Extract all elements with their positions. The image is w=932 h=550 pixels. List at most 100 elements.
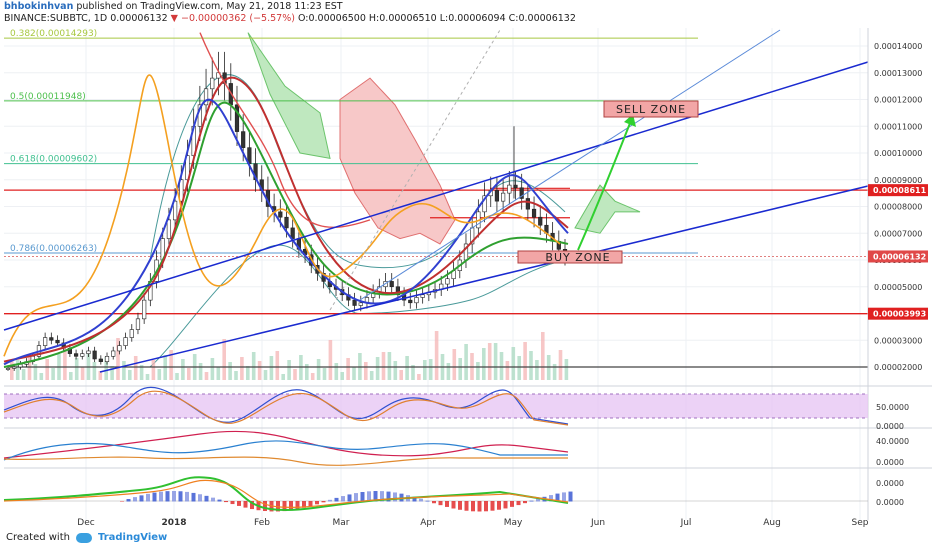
chart-canvas[interactable]: 0.382(0.00014293) 0.5(0.00011948) 0.618(0.… (0, 26, 932, 532)
macd-histogram-bar (503, 501, 508, 509)
volume-bar (263, 370, 268, 380)
macd-histogram-bar (425, 500, 430, 502)
tradingview-link[interactable]: TradingView (97, 532, 168, 543)
trend-lines[interactable] (3, 29, 869, 373)
fib-label: 0.618(0.00009602) (10, 155, 97, 165)
time-tick[interactable]: Dec (77, 518, 94, 528)
volume-bar (411, 365, 415, 380)
up-arrow-line[interactable] (577, 117, 633, 251)
volume-bar (493, 343, 498, 380)
time-axis[interactable]: Dec 2018 Feb Mar Apr May Jun Jul Aug Sep (77, 518, 868, 528)
header-line-1: bhbokinhvan published on TradingView.com… (4, 1, 924, 13)
volume-bar (364, 362, 368, 380)
candle-body (352, 299, 357, 306)
time-tick[interactable]: Aug (763, 518, 781, 528)
macd-histogram-bar (250, 501, 254, 510)
signal-line (3, 479, 569, 508)
volume-bar (517, 356, 521, 380)
volume-bar (399, 370, 403, 380)
candle-body (203, 88, 209, 106)
candle-body (173, 200, 178, 221)
macd-histogram-bar (159, 491, 163, 502)
macd-histogram-bar (289, 501, 293, 511)
volume-bar (287, 360, 291, 380)
volume-bar (316, 359, 321, 380)
candle-body (135, 318, 141, 330)
dashed-line[interactable] (329, 29, 501, 311)
volume-bar (322, 368, 327, 380)
candle-body (482, 195, 487, 213)
candle-body (210, 77, 215, 90)
macd-histogram-bar (373, 491, 378, 502)
volume-bar (222, 339, 226, 380)
volume-bar (464, 344, 468, 380)
candle-body (284, 216, 289, 229)
macd-histogram-bar (354, 493, 358, 502)
sell-zone-box[interactable] (603, 100, 699, 118)
volume-bar (346, 358, 350, 380)
time-tick[interactable]: Mar (333, 518, 350, 528)
volume-bar (110, 366, 114, 380)
candle-body (43, 337, 48, 346)
macd-histogram-bar (347, 494, 352, 502)
volume-bar (228, 362, 232, 380)
volume-bar (558, 350, 563, 380)
rsi-red (3, 430, 569, 459)
volume-bar (210, 358, 215, 380)
volume-bar (69, 372, 73, 380)
line-orange (3, 74, 561, 357)
macd-histogram-bar (438, 501, 443, 506)
macd-histogram-bar (464, 501, 469, 511)
macd-histogram-bar (178, 491, 183, 502)
symbol-label[interactable]: BINANCE:SUBBTC, 1D (4, 13, 108, 24)
volume-bar (434, 331, 439, 380)
macd-histogram-bar (367, 491, 371, 502)
volume-bar (181, 359, 185, 380)
candle-body (123, 337, 128, 346)
time-tick[interactable]: May (504, 518, 523, 528)
time-tick[interactable]: 2018 (161, 518, 186, 528)
created-with-label: Created with (6, 532, 70, 543)
volume-bar (133, 356, 138, 380)
author-name[interactable]: bhbokinhvan (4, 1, 74, 12)
candle-body (55, 339, 60, 344)
upper-trend-line[interactable] (3, 61, 869, 331)
time-tick[interactable]: Apr (420, 518, 436, 528)
sell-zone-label: SELL ZONE (616, 103, 686, 116)
time-tick[interactable]: Jul (680, 518, 692, 528)
volume-bars (10, 331, 569, 380)
price-tick: 0.00014000 (874, 42, 922, 51)
volume-bar (104, 357, 108, 380)
price-label-box (868, 250, 928, 263)
rsi-blue (3, 440, 568, 461)
macd-histogram-bar (380, 491, 384, 502)
time-tick[interactable]: Sep (852, 518, 869, 528)
volume-bar (246, 366, 250, 380)
macd-histogram-bar (451, 501, 456, 509)
candle-body (501, 192, 506, 202)
volume-bar (334, 363, 339, 380)
zone-annotations[interactable]: SELL ZONE BUY ZONE (517, 100, 699, 264)
macd-histogram-bar (419, 498, 423, 502)
volume-bar (423, 360, 427, 380)
volume-bar (74, 358, 79, 380)
macd-histogram-bar (562, 492, 566, 502)
price-tick: 0.00008000 (874, 203, 922, 212)
macd-histogram-bar (152, 492, 157, 502)
lower-trend-line[interactable] (99, 185, 869, 373)
buy-zone-box[interactable] (517, 250, 623, 264)
volume-bar (328, 340, 333, 380)
time-tick[interactable]: Feb (254, 518, 270, 528)
volume-bar (251, 352, 256, 380)
volume-bar (21, 369, 26, 380)
channel-line[interactable] (359, 29, 781, 301)
volume-bar (452, 349, 457, 380)
price-axis[interactable]: 0.00014000 0.00013000 0.00012000 0.00011000… (867, 28, 928, 520)
volume-bar (369, 371, 374, 380)
volume-bar (80, 367, 85, 380)
time-tick[interactable]: Jun (590, 518, 605, 528)
candle-body (408, 299, 413, 304)
indicator-tick: 0.0000 (876, 422, 904, 431)
price-tick: 0.00007000 (874, 229, 922, 238)
volume-bar (541, 332, 545, 380)
